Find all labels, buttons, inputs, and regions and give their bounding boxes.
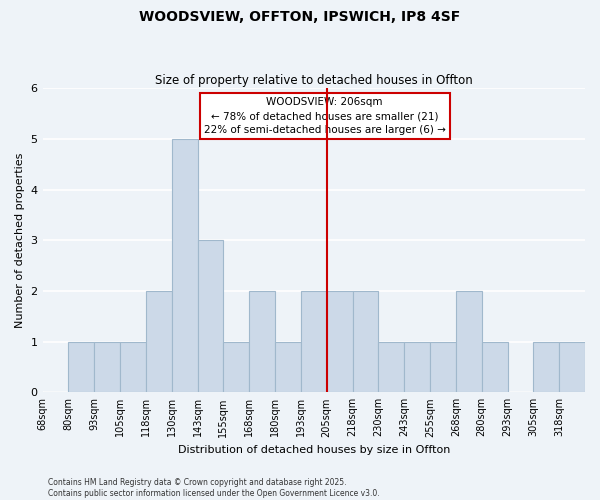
Bar [197,240,223,392]
Bar [430,342,456,392]
X-axis label: Distribution of detached houses by size in Offton: Distribution of detached houses by size … [178,445,450,455]
Bar [120,342,146,392]
Bar [379,342,404,392]
Bar [146,291,172,392]
Bar [68,342,94,392]
Text: Contains HM Land Registry data © Crown copyright and database right 2025.
Contai: Contains HM Land Registry data © Crown c… [48,478,380,498]
Text: WOODSVIEW: 206sqm
← 78% of detached houses are smaller (21)
22% of semi-detached: WOODSVIEW: 206sqm ← 78% of detached hous… [203,98,446,136]
Text: WOODSVIEW, OFFTON, IPSWICH, IP8 4SF: WOODSVIEW, OFFTON, IPSWICH, IP8 4SF [139,10,461,24]
Y-axis label: Number of detached properties: Number of detached properties [15,152,25,328]
Bar [172,139,197,392]
Bar [456,291,482,392]
Bar [275,342,301,392]
Bar [249,291,275,392]
Bar [301,291,326,392]
Bar [326,291,353,392]
Bar [353,291,379,392]
Bar [559,342,585,392]
Bar [223,342,249,392]
Bar [482,342,508,392]
Bar [404,342,430,392]
Title: Size of property relative to detached houses in Offton: Size of property relative to detached ho… [155,74,473,87]
Bar [533,342,559,392]
Bar [94,342,120,392]
